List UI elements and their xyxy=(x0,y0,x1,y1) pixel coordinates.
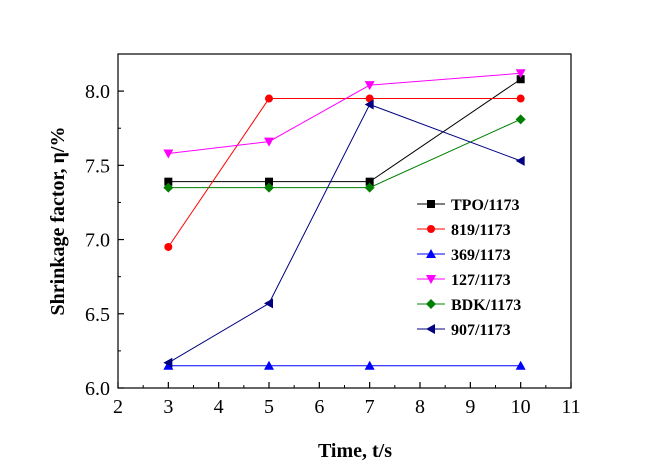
series-line-5 xyxy=(168,103,521,364)
legend-label: 127/1173 xyxy=(451,272,511,289)
data-point xyxy=(163,149,174,159)
data-point xyxy=(365,177,374,186)
legend-label: 369/1173 xyxy=(451,247,511,264)
data-point xyxy=(265,177,273,186)
legend-marker xyxy=(426,249,436,258)
data-point xyxy=(164,242,173,251)
data-point xyxy=(515,155,525,166)
legend-marker xyxy=(426,299,436,309)
data-point xyxy=(163,357,173,368)
data-point xyxy=(163,182,174,193)
x-tick-label: 8 xyxy=(415,396,425,418)
legend-label: 907/1173 xyxy=(451,322,511,339)
series-markers xyxy=(163,69,526,370)
data-point xyxy=(164,177,173,186)
data-point xyxy=(264,360,274,370)
series-line-1 xyxy=(167,98,521,248)
data-point xyxy=(516,75,525,84)
data-point xyxy=(364,81,375,91)
axis-ticks: 2 3 4 5 6 7 8 9 10 11 6.0 6.5 7.0 7.5 8.0 xyxy=(85,53,581,418)
x-tick-label: 4 xyxy=(214,396,224,418)
y-tick-label: 8.0 xyxy=(85,81,110,103)
data-point xyxy=(364,182,375,193)
x-tick-label: 9 xyxy=(465,396,475,418)
data-point xyxy=(516,94,525,103)
data-point xyxy=(364,99,374,110)
data-point xyxy=(364,360,375,370)
data-point xyxy=(265,94,273,103)
data-point xyxy=(515,69,526,79)
x-axis-label: Time, t/s xyxy=(318,440,392,462)
legend-marker xyxy=(427,200,435,208)
legend-marker xyxy=(427,225,435,233)
legend-marker xyxy=(426,275,436,284)
y-axis-label: Shrinkage factor, η/% xyxy=(47,127,69,316)
x-tick-label: 5 xyxy=(264,396,274,418)
series-lines xyxy=(167,72,521,367)
y-tick-label: 7.0 xyxy=(85,230,110,252)
data-point xyxy=(264,298,273,309)
series-line-3 xyxy=(168,72,521,154)
legend-label: TPO/1173 xyxy=(451,197,519,214)
x-tick-label: 7 xyxy=(365,396,375,418)
legend: TPO/1173 819/1173 369/1173 127/1173 BDK/1173… xyxy=(417,197,521,339)
legend-marker xyxy=(426,324,435,334)
legend-label: BDK/1173 xyxy=(451,297,521,314)
y-tick-label: 6.0 xyxy=(85,378,110,400)
y-tick-label: 6.5 xyxy=(85,304,110,326)
x-tick-label: 3 xyxy=(163,396,173,418)
data-point xyxy=(515,114,526,125)
x-tick-label: 11 xyxy=(561,396,580,418)
data-point xyxy=(264,137,274,147)
x-tick-label: 2 xyxy=(113,396,123,418)
x-tick-label: 6 xyxy=(314,396,324,418)
data-point xyxy=(365,94,374,103)
y-tick-label: 7.5 xyxy=(85,155,110,177)
data-point xyxy=(264,182,274,193)
series-line-0 xyxy=(168,78,521,183)
data-point xyxy=(515,360,526,370)
series-line-4 xyxy=(168,118,521,189)
x-tick-label: 10 xyxy=(511,396,531,418)
legend-label: 819/1173 xyxy=(451,222,511,239)
